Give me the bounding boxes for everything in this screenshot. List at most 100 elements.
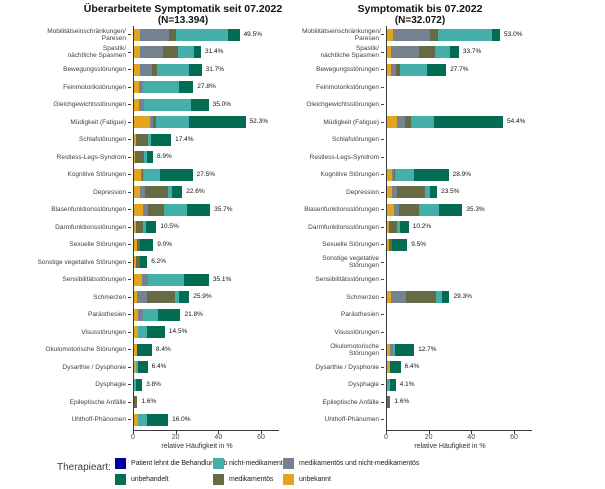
segment-nicht-medikamentoes xyxy=(400,63,428,76)
bar-value-label: 12.7% xyxy=(418,345,437,353)
y-tick xyxy=(128,261,133,263)
category-label: Visusstörungen xyxy=(334,328,379,336)
legend-item-medikamentoes-und-nicht-medikamentoes: medikamentös und nicht-medikamentös xyxy=(283,457,419,469)
bar-row: Okulomotorische Störungen 8.4% xyxy=(0,341,302,359)
legend-swatch-medikamentoes xyxy=(213,473,224,485)
segment-medikamentoes-und-nicht-medikamentoes xyxy=(138,98,144,111)
y-tick-dash xyxy=(128,279,131,281)
category-label: Spastik/ nächtliche Spasmen xyxy=(67,45,126,60)
segment-unbekannt xyxy=(134,116,150,129)
bar-row: Schmerzen 29.3% xyxy=(302,289,605,307)
bar-track: 9.5% xyxy=(387,238,605,251)
y-tick-dash xyxy=(128,314,131,316)
segment-unbehandelt xyxy=(395,343,415,356)
bar-track xyxy=(387,99,605,111)
segment-unbehandelt xyxy=(160,168,193,181)
y-tick xyxy=(128,296,133,298)
bar-value-label: 23.5% xyxy=(441,188,460,196)
y-tick-dash xyxy=(128,419,131,421)
y-tick xyxy=(381,401,386,403)
y-tick xyxy=(381,296,386,298)
bar-row: Uhthoff-Phänomen xyxy=(302,411,605,429)
category-label: Blasenfunktionsstörungen xyxy=(304,206,379,214)
segment-unbehandelt xyxy=(157,308,181,321)
segment-medikamentoes xyxy=(136,238,140,251)
bar-track: 21.8% xyxy=(134,308,302,321)
category-label: Visusstörungen xyxy=(81,328,126,336)
y-tick xyxy=(381,34,386,36)
bar-track xyxy=(387,414,605,426)
bar-track: 29.3% xyxy=(387,291,605,304)
category-label: Sensibilitätsstörungen xyxy=(315,276,379,284)
legend-swatch-patient-lehnt-behandlung-ab xyxy=(115,457,126,469)
bar-track: 23.5% xyxy=(387,186,605,199)
y-tick xyxy=(381,384,386,386)
y-tick xyxy=(128,349,133,351)
category-label: Sonstige vegetative Störungen xyxy=(37,258,126,266)
segment-medikamentoes xyxy=(398,203,419,216)
y-tick xyxy=(381,366,386,368)
bar-track: 35.0% xyxy=(134,98,302,111)
segment-medikamentoes-und-nicht-medikamentoes xyxy=(389,343,393,356)
segment-nicht-medikamentoes xyxy=(155,116,190,129)
category-label: Feinmotorikstörungen xyxy=(63,83,126,91)
category-label: Sexuelle Störungen xyxy=(322,241,379,249)
bar-row: Spastik/ nächtliche Spasmen 33.7% xyxy=(302,44,605,62)
bar-track: 52.3% xyxy=(134,116,302,129)
segment-unbehandelt xyxy=(189,116,246,129)
category-label: Darmfunktionsstörungen xyxy=(308,223,379,231)
y-tick xyxy=(128,209,133,211)
segment-nicht-medikamentoes xyxy=(424,186,430,199)
segment-unbehandelt xyxy=(145,221,157,234)
segment-nicht-medikamentoes xyxy=(167,186,172,199)
segment-medikamentoes xyxy=(405,116,412,129)
y-tick xyxy=(381,86,386,88)
y-tick-dash xyxy=(128,209,131,211)
segment-unbekannt xyxy=(134,221,136,234)
segment-medikamentoes-und-nicht-medikamentoes xyxy=(136,291,147,304)
bar-row: Epileptische Anfälle 1.6% xyxy=(302,394,605,412)
bar-row: Schmerzen 25.9% xyxy=(0,289,302,307)
category-label: Dysarthie / Dysphonie xyxy=(62,363,126,371)
y-tick xyxy=(128,104,133,106)
bar-value-label: 1.6% xyxy=(394,398,410,406)
bar-row: Depression 22.6% xyxy=(0,184,302,202)
segment-nicht-medikamentoes xyxy=(142,221,146,234)
category-label: Okulomotorische Störungen xyxy=(330,342,379,357)
segment-medikamentoes xyxy=(147,291,176,304)
bar-row: Schlafstörungen xyxy=(302,131,605,149)
category-label: Bewegungsstörungen xyxy=(63,66,126,74)
x-tick xyxy=(514,431,515,434)
y-tick-dash xyxy=(381,86,384,88)
segment-nicht-medikamentoes xyxy=(148,273,185,286)
bar-value-label: 6.4% xyxy=(404,363,420,371)
segment-medikamentoes xyxy=(168,28,176,41)
segment-unbekannt xyxy=(387,116,398,129)
bar-row: Bewegungsstörungen 31.7% xyxy=(0,61,302,79)
category-label: Mobilitätseinschränkungen/ Paresen xyxy=(47,27,126,42)
segment-unbekannt xyxy=(134,151,136,164)
bar-value-label: 22.6% xyxy=(186,188,205,196)
bar-track: 35.7% xyxy=(134,203,302,216)
legend-label: medikamentös und nicht-medikamentös xyxy=(299,459,420,467)
y-tick xyxy=(128,401,133,403)
bar-row: Bewegungsstörungen 27.7% xyxy=(302,61,605,79)
segment-unbekannt xyxy=(134,238,137,251)
bar-track: 17.4% xyxy=(134,133,302,146)
category-label: Darmfunktionsstörungen xyxy=(55,223,126,231)
segment-medikamentoes xyxy=(163,46,178,59)
segment-medikamentoes xyxy=(388,221,397,234)
y-tick xyxy=(381,419,386,421)
segment-medikamentoes xyxy=(152,116,156,129)
bar-track xyxy=(387,151,605,163)
y-tick xyxy=(381,349,386,351)
bar-value-label: 27.5% xyxy=(196,170,216,178)
bar-row: Epileptische Anfälle 1.6% xyxy=(0,394,302,412)
x-tick xyxy=(428,431,430,434)
y-tick-dash xyxy=(381,156,384,158)
segment-nicht-medikamentoes xyxy=(147,133,151,146)
y-tick-dash xyxy=(381,69,384,71)
y-tick-dash xyxy=(128,366,131,368)
y-tick xyxy=(381,226,386,228)
segment-unbehandelt xyxy=(147,326,165,339)
